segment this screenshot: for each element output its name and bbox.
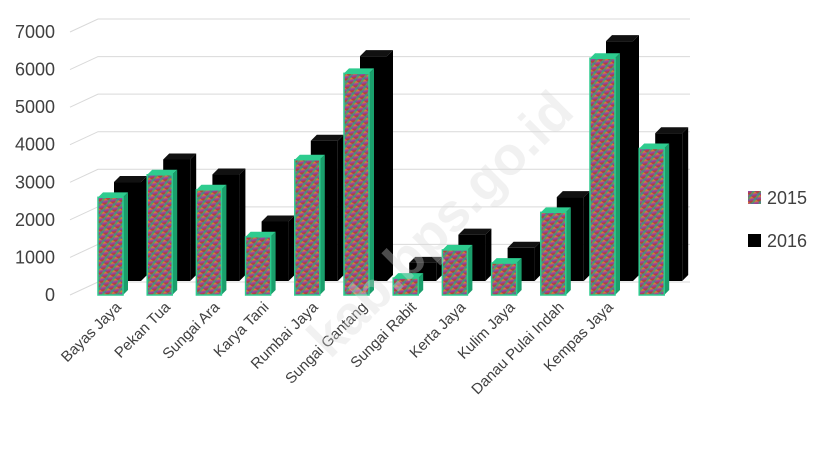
bar-2015: [638, 143, 670, 296]
gridline: [69, 56, 690, 71]
y-tick-label: 3000: [15, 172, 55, 192]
legend-swatch: [748, 234, 761, 247]
bar-2015: [589, 53, 620, 296]
bar-2015: [490, 258, 522, 296]
gridline: [69, 131, 690, 146]
legend-label: 2016: [767, 231, 807, 251]
bar-2015: [540, 207, 571, 296]
y-tick-label: 6000: [15, 60, 55, 80]
y-tick-label: 4000: [15, 135, 55, 155]
y-tick-label: 5000: [15, 97, 55, 117]
bar-2015: [294, 154, 325, 296]
legend: 2015 2016: [748, 188, 807, 251]
gridline: [69, 168, 690, 183]
bar-2015: [343, 68, 374, 296]
bar-2015: [97, 192, 128, 296]
legend-label: 2015: [767, 188, 807, 208]
legend-swatch: [748, 191, 761, 204]
bar-2015: [146, 169, 178, 296]
y-tick-label: 2000: [15, 210, 55, 230]
y-tick-label: 7000: [15, 22, 55, 42]
y-tick-label: 1000: [15, 247, 55, 267]
legend-item: 2015: [748, 188, 807, 208]
y-axis: 0 1000 2000 3000 4000 5000 6000 7000: [15, 22, 55, 305]
x-tick-label: Bayas Jaya: [58, 298, 125, 365]
bar-2015: [244, 231, 276, 296]
gridline: [69, 93, 690, 108]
bar-2015: [392, 273, 424, 296]
bar-2015: [441, 244, 473, 296]
legend-item: 2016: [748, 231, 807, 251]
y-tick-label: 0: [45, 285, 55, 305]
bars: [97, 35, 689, 296]
gridline: [69, 18, 690, 33]
bar-2015: [195, 184, 227, 296]
x-tick-label: Danau Pulai Indah: [468, 299, 567, 398]
